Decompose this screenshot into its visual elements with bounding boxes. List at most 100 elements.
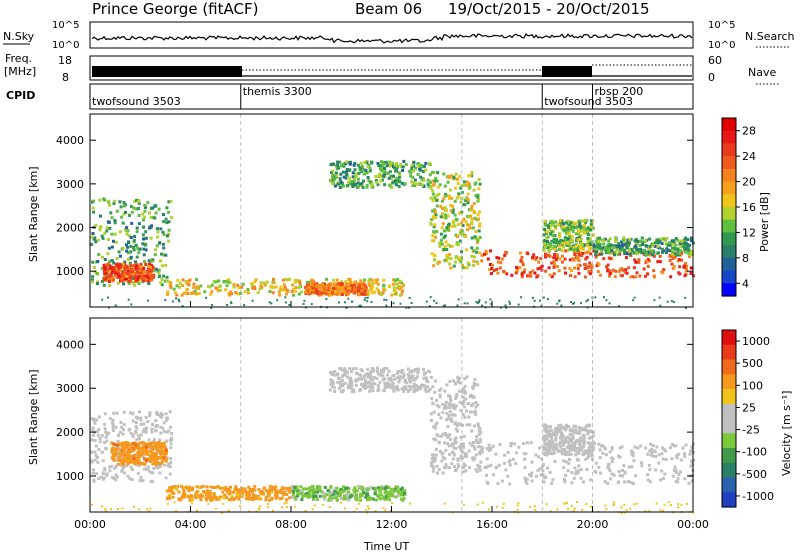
range-gate-cell <box>569 274 572 278</box>
range-gate-cell <box>445 248 449 251</box>
range-gate-cell <box>119 454 122 458</box>
range-gate-cell <box>102 268 106 272</box>
range-gate-cell <box>662 477 665 481</box>
range-gate-cell <box>567 425 571 428</box>
range-gate-cell <box>407 375 411 379</box>
range-gate-cell <box>524 452 528 456</box>
range-gate-cell <box>570 301 572 303</box>
range-gate-cell <box>156 457 160 460</box>
range-gate-cell <box>164 452 168 456</box>
range-gate-cell <box>567 243 571 247</box>
range-gate-cell <box>332 488 336 492</box>
range-gate-cell <box>210 306 213 309</box>
range-gate-cell <box>556 302 559 305</box>
range-gate-cell <box>597 442 601 446</box>
range-gate-cell <box>394 181 398 185</box>
range-gate-cell <box>463 377 467 381</box>
range-gate-cell <box>648 253 652 256</box>
range-gate-cell <box>649 442 652 446</box>
range-gate-cell <box>687 247 691 251</box>
range-gate-cell <box>142 422 146 426</box>
range-gate-cell <box>660 270 664 274</box>
range-gate-cell <box>142 272 146 276</box>
range-gate-cell <box>429 461 433 465</box>
range-gate-cell <box>95 282 99 286</box>
range-gate-cell <box>627 243 631 247</box>
range-gate-cell <box>498 443 502 446</box>
range-gate-cell <box>402 389 406 393</box>
range-gate-cell <box>656 260 660 264</box>
range-gate-cell <box>670 457 674 461</box>
range-gate-cell <box>558 300 561 303</box>
range-gate-cell <box>648 480 652 484</box>
range-gate-cell <box>621 468 624 472</box>
range-gate-cell <box>590 219 593 223</box>
range-gate-cell <box>118 452 122 456</box>
range-gate-cell <box>150 259 154 263</box>
range-gate-cell <box>136 278 140 281</box>
colorbar-tick-label: -500 <box>742 468 767 481</box>
range-gate-cell <box>692 274 696 278</box>
range-gate-cell <box>450 403 453 407</box>
range-gate-cell <box>329 498 333 502</box>
range-gate-cell <box>502 269 506 273</box>
range-gate-cell <box>683 477 687 481</box>
range-gate-cell <box>428 180 432 184</box>
range-gate-cell <box>103 274 107 278</box>
range-gate-cell <box>571 448 575 452</box>
range-gate-cell <box>485 480 489 484</box>
range-gate-cell <box>131 442 135 446</box>
range-gate-cell <box>479 449 483 453</box>
range-gate-cell <box>345 160 349 164</box>
range-gate-cell <box>461 263 464 267</box>
range-gate-cell <box>328 388 332 392</box>
range-gate-cell <box>105 439 109 443</box>
range-gate-cell <box>392 174 395 178</box>
range-gate-cell <box>472 264 476 267</box>
range-gate-cell <box>494 452 498 456</box>
range-gate-cell <box>370 291 374 295</box>
range-gate-cell <box>393 290 397 294</box>
range-gate-cell <box>544 430 548 434</box>
range-gate-cell <box>164 412 168 416</box>
range-gate-cell <box>129 465 133 469</box>
range-gate-cell <box>432 437 436 441</box>
range-gate-cell <box>121 273 125 277</box>
range-gate-cell <box>258 496 262 500</box>
range-gate-cell <box>360 289 364 293</box>
range-gate-cell <box>136 200 140 204</box>
range-gate-cell <box>648 259 651 263</box>
range-gate-cell <box>668 241 672 245</box>
range-gate-cell <box>289 486 293 490</box>
sky-tick-bottom: 10^0 <box>52 40 79 51</box>
range-gate-cell <box>163 279 167 283</box>
range-gate-cell <box>424 389 428 393</box>
range-gate-cell <box>463 415 467 419</box>
range-gate-cell <box>559 219 563 223</box>
range-gate-cell <box>118 254 122 258</box>
range-gate-cell <box>167 220 171 224</box>
range-gate-cell <box>598 244 602 248</box>
range-gate-cell <box>190 498 194 502</box>
range-gate-cell <box>100 280 104 283</box>
range-gate-cell <box>406 372 410 376</box>
range-gate-cell <box>357 171 361 175</box>
range-gate-cell <box>470 236 474 240</box>
range-gate-cell <box>534 258 538 262</box>
range-gate-cell <box>271 291 275 295</box>
range-gate-cell <box>477 198 481 202</box>
range-gate-cell <box>558 244 562 248</box>
range-gate-cell <box>228 281 232 284</box>
range-gate-cell <box>660 250 664 254</box>
range-gate-cell <box>457 422 461 426</box>
range-gate-cell <box>433 235 437 239</box>
range-gate-cell <box>100 505 103 508</box>
range-gate-cell <box>543 476 546 480</box>
range-gate-cell <box>473 447 477 451</box>
range-gate-cell <box>331 181 335 185</box>
range-gate-cell <box>609 477 613 481</box>
range-gate-cell <box>156 448 160 452</box>
range-gate-cell <box>343 291 347 295</box>
range-gate-cell <box>122 212 126 216</box>
range-gate-cell <box>389 161 393 165</box>
